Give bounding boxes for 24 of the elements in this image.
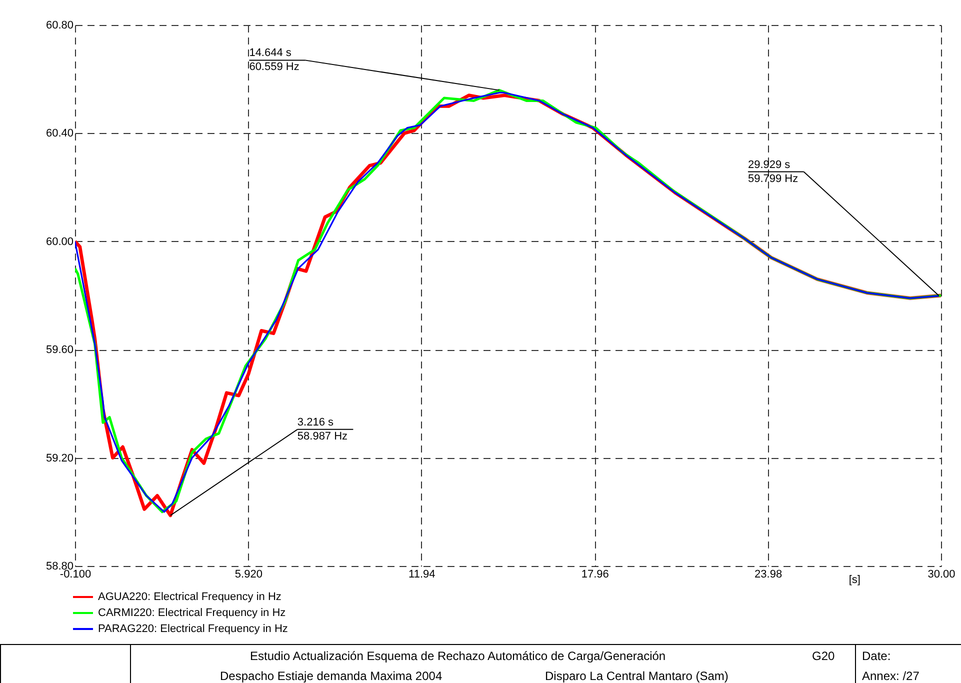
- text: Despacho Estiaje demanda Maxima 2004: [220, 669, 442, 683]
- y-tick-label: 59.60: [46, 344, 74, 356]
- text: Annex: /27: [862, 669, 920, 683]
- x-tick-label: 5.920: [234, 568, 262, 580]
- x-tick-label: 17.96: [581, 568, 609, 580]
- legend-label: PARAG220: Electrical Frequency in Hz: [98, 623, 288, 635]
- text: Estudio Actualización Esquema de Rechazo Automático de Carga/Generación: [250, 649, 666, 663]
- x-axis-title: [s]: [848, 574, 860, 586]
- y-tick-label: 60.40: [46, 128, 74, 140]
- text: Date:: [862, 649, 891, 663]
- x-tick-label: 11.94: [408, 568, 436, 580]
- y-tick-label: 60.80: [46, 20, 74, 32]
- annotation: 29.929 s 59.799 Hz: [748, 158, 798, 185]
- legend-label: CARMI220: Electrical Frequency in Hz: [98, 607, 286, 619]
- text: Disparo La Central Mantaro (Sam): [545, 669, 728, 683]
- x-tick-label: 30.00: [928, 568, 956, 580]
- annotation: 3.216 s 58.987 Hz: [297, 416, 348, 442]
- y-tick-label: 59.20: [46, 452, 74, 464]
- legend-label: AGUA220: Electrical Frequency in Hz: [98, 591, 282, 603]
- annotation: 14.644 s 60.559 Hz: [249, 47, 300, 74]
- x-tick-label: -0.100: [60, 568, 92, 580]
- y-tick-label: 60.00: [46, 236, 74, 248]
- x-tick-label: 23.98: [754, 568, 782, 580]
- text: G20: [812, 649, 835, 663]
